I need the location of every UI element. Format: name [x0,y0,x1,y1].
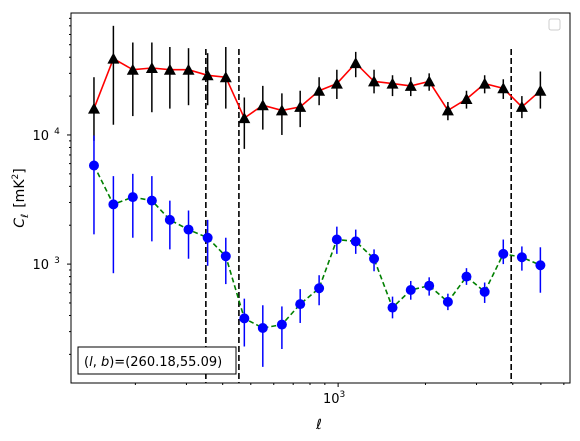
data-point-triangle [515,100,528,112]
data-point-triangle [88,102,100,114]
data-point-circle [108,199,119,210]
data-point-circle [424,280,435,291]
data-point-triangle [126,63,139,75]
annotation-box [77,346,237,375]
data-point-triangle [275,104,288,116]
data-point-circle [331,234,342,245]
data-point-circle [220,251,231,262]
x-axis-label: ℓ [315,417,322,433]
data-point-circle [127,192,138,203]
data-point-triangle [219,71,232,83]
data-point-triangle [478,77,491,89]
legend [548,18,561,31]
data-point-triangle [256,99,269,111]
data-point-circle [535,260,546,271]
data-point-circle [146,195,157,206]
data-point-triangle [330,77,343,89]
data-point-triangle [497,82,510,94]
data-point-circle [498,248,509,259]
data-point-circle [369,253,380,264]
series-1 [88,25,547,149]
data-point-circle [295,299,306,310]
y-tick-exponent: 3 [54,256,60,266]
data-point-circle [350,236,361,247]
data-point-circle [442,296,453,307]
annotation: (l, b)=(260.18,55.09) [77,346,237,375]
plot-frame [70,12,571,384]
data-point-triangle [145,62,158,73]
y-tick-label: 10 [32,258,49,273]
data-point-triangle [182,63,195,75]
data-point-triangle [534,84,547,96]
data-point-triangle [201,69,214,81]
y-tick-label: 10 [32,129,49,144]
data-point-triangle [386,77,399,89]
data-point-circle [276,319,287,330]
data-point-triangle [349,57,362,69]
data-point-circle [88,160,99,171]
data-point-circle [257,322,268,333]
data-point-triangle [163,63,176,75]
series-2 [88,135,546,367]
data-point-triangle [107,52,120,64]
data-point-triangle [368,75,380,87]
data-point-triangle [423,75,436,87]
data-point-circle [183,224,194,235]
data-point-triangle [238,112,251,124]
data-point-circle [516,252,527,263]
annotation-text: (l, b)=(260.18,55.09) [84,355,222,370]
data-point-triangle [460,93,473,104]
data-point-circle [461,271,472,282]
data-point-circle [405,285,416,296]
data-point-circle [479,286,490,297]
y-tick-exponent: 4 [54,127,60,137]
data-point-circle [202,232,213,243]
data-point-circle [239,313,250,324]
y-axis-label: Cℓ[mK2] [11,168,31,227]
data-point-circle [164,214,175,225]
data-point-triangle [404,79,417,91]
data-point-circle [314,283,325,294]
data-point-circle [387,302,398,313]
series-layer [88,25,547,367]
data-point-triangle [441,104,454,116]
x-tick-label: 103 [323,390,345,407]
data-point-triangle [313,84,326,96]
data-point-triangle [294,100,307,112]
